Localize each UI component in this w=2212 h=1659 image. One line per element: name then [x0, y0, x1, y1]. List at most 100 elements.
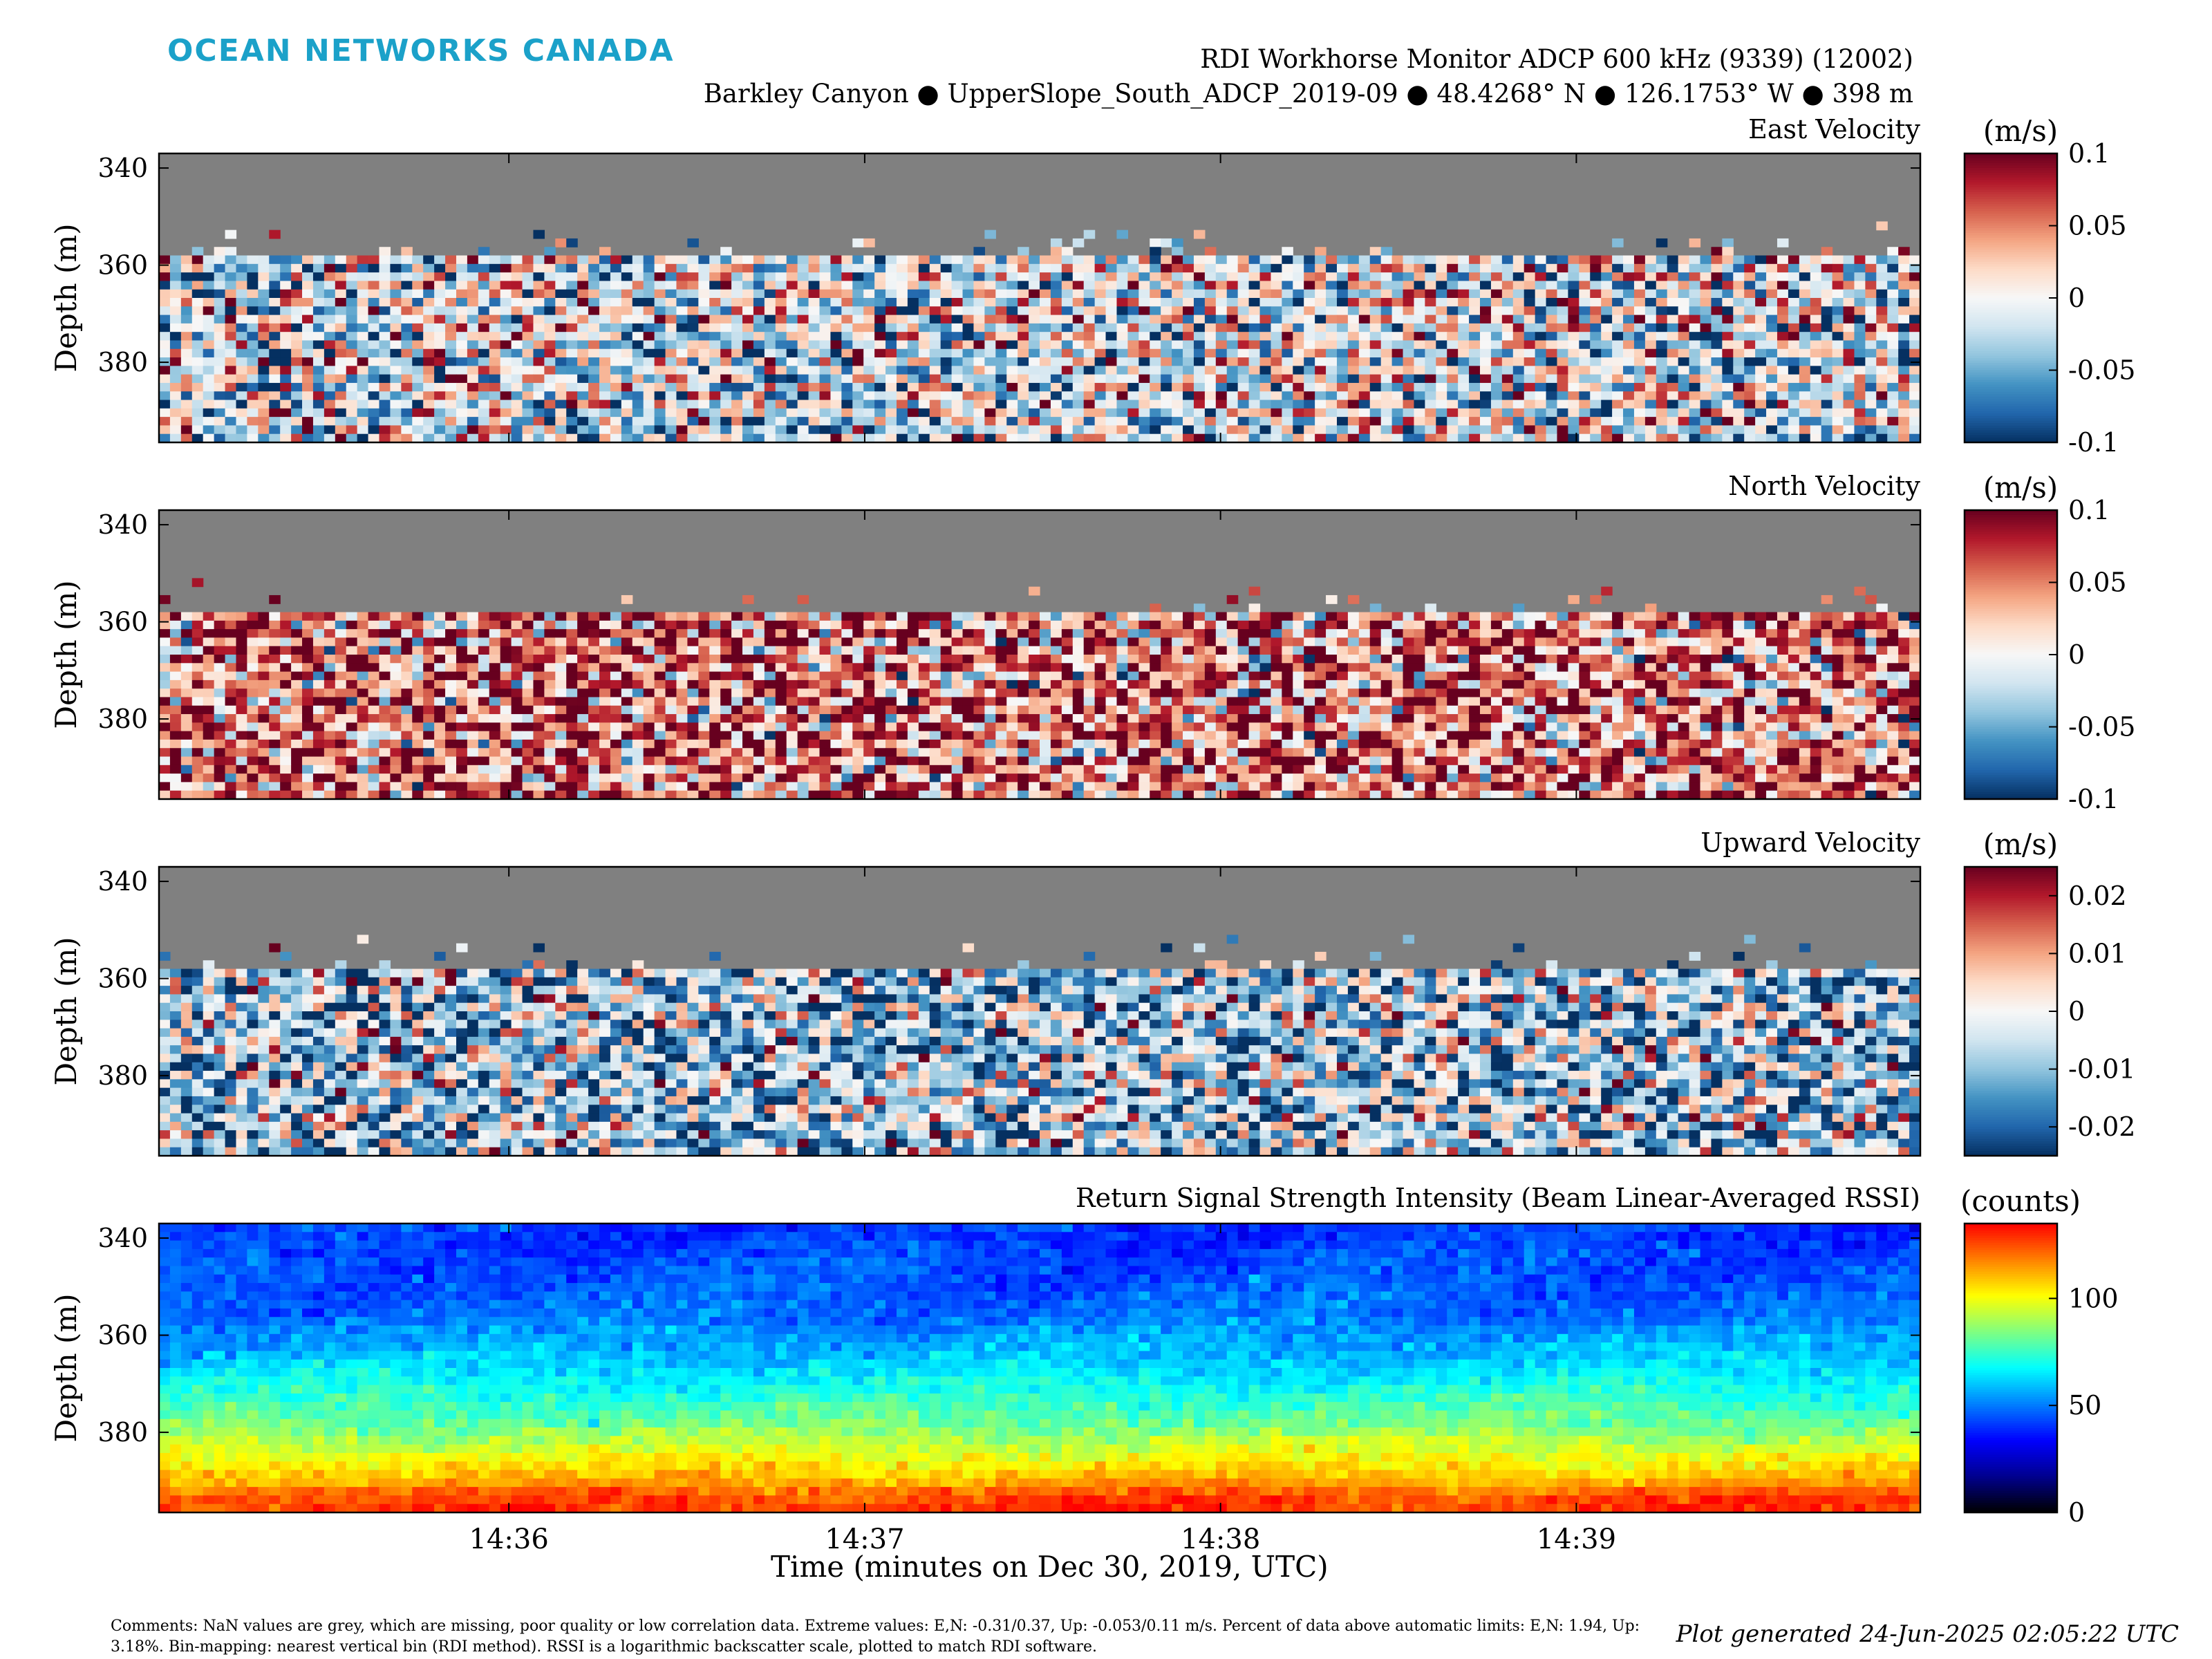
panel-2-heatmap-cells [159, 578, 1921, 800]
colorbar-segment [1965, 616, 2057, 619]
colorbar-segment [1965, 214, 2057, 217]
colorbar-segment [1965, 1447, 2057, 1451]
colorbar-segment [1965, 440, 2057, 443]
colorbar-segment [1965, 1226, 2057, 1229]
colorbar-segment [1965, 623, 2057, 626]
colorbar-segment [1965, 1081, 2057, 1085]
colorbar-segment [1965, 673, 2057, 677]
colorbar-segment [1965, 775, 2057, 778]
colorbar-segment [1965, 601, 2057, 605]
colorbar-segment [1965, 910, 2057, 913]
colorbar-frame [1963, 1222, 2059, 1514]
colorbar-segment [1965, 939, 2057, 942]
y-tick-label: 360 [97, 964, 148, 994]
colorbar-segment [1965, 1295, 2057, 1299]
colorbar-segment [1965, 1103, 2057, 1106]
colorbar-segment [1965, 167, 2057, 171]
colorbar-segment [1965, 153, 2057, 157]
colorbar-segment [1965, 310, 2057, 313]
colorbar-tick-label: 0 [2068, 996, 2085, 1027]
colorbar-segment [1965, 724, 2057, 728]
colorbar-segment [1965, 717, 2057, 720]
colorbar-segment [1965, 319, 2057, 323]
colorbar-segment [1965, 1459, 2057, 1463]
colorbar-segment [1965, 1119, 2057, 1123]
colorbar-segment [1965, 645, 2057, 648]
colorbar-segment [1965, 782, 2057, 785]
colorbar-tick-label: 50 [2068, 1390, 2101, 1421]
colorbar-segment [1965, 1033, 2057, 1036]
colorbar-segment [1965, 787, 2057, 790]
colorbar-segment [1965, 365, 2057, 368]
y-tick-label: 340 [97, 1223, 148, 1253]
colorbar-segment [1965, 1353, 2057, 1357]
colorbar-tick-label: 0.1 [2068, 138, 2110, 169]
colorbar-segment [1965, 900, 2057, 904]
colorbar-segment [1965, 1146, 2057, 1150]
colorbar-segment [1965, 1430, 2057, 1434]
colorbar-segment [1965, 885, 2057, 890]
y-tick-label: 340 [97, 153, 148, 183]
colorbar-segment [1965, 678, 2057, 682]
colorbar-segment [1965, 1250, 2057, 1253]
colorbar-segment [1965, 1078, 2057, 1082]
colorbar-segment [1965, 1498, 2057, 1501]
colorbar-unit: (counts) [1960, 1184, 2081, 1218]
panel-2-frame [158, 509, 1922, 800]
colorbar-segment [1965, 185, 2057, 188]
colorbar-segment [1965, 733, 2057, 738]
colorbar-segment [1965, 358, 2057, 362]
colorbar-segment [1965, 1076, 2057, 1080]
colorbar-segment [1965, 404, 2057, 407]
colorbar-segment [1965, 1297, 2057, 1302]
colorbar-segment [1965, 1049, 2057, 1053]
colorbar-segment [1965, 237, 2057, 241]
colorbar-segment [1965, 1044, 2057, 1049]
colorbar-segment [1965, 1476, 2057, 1480]
colorbar-segment [1965, 1315, 2057, 1318]
colorbar-segment [1965, 430, 2057, 433]
colorbar-segment [1965, 423, 2057, 427]
colorbar-segment [1965, 666, 2057, 670]
colorbar-segment [1965, 1132, 2057, 1135]
colorbar-segment [1965, 1230, 2057, 1234]
colorbar-segment [1965, 630, 2057, 634]
colorbar-segment [1965, 368, 2057, 371]
colorbar-segment [1965, 298, 2057, 301]
colorbar-segment [1965, 1450, 2057, 1453]
colorbar-segment [1965, 989, 2057, 993]
panel-title: Upward Velocity [1700, 827, 1920, 858]
colorbar-segment [1965, 1344, 2057, 1347]
colorbar-segment [1965, 225, 2057, 229]
colorbar-segment [1965, 691, 2057, 694]
colorbar-segment [1965, 1349, 2057, 1352]
colorbar-tick-label: 0 [2068, 283, 2085, 313]
colorbar-segment [1965, 1324, 2057, 1328]
colorbar-segment [1965, 1320, 2057, 1323]
colorbar-segment [1965, 1368, 2057, 1371]
colorbar-segment [1965, 628, 2057, 631]
colorbar-segment [1965, 372, 2057, 376]
colorbar-segment [1965, 165, 2057, 169]
colorbar-tick-label: 100 [2068, 1283, 2119, 1313]
y-tick-label: 360 [97, 607, 148, 637]
colorbar-segment [1965, 1064, 2057, 1067]
colorbar-segment [1965, 1363, 2057, 1367]
colorbar-segment [1965, 1493, 2057, 1497]
colorbar-segment [1965, 973, 2057, 976]
colorbar-tick-label: 0 [2068, 1497, 2085, 1528]
colorbar-segment [1965, 418, 2057, 422]
colorbar-segment [1965, 760, 2057, 764]
colorbar-segment [1965, 204, 2057, 207]
colorbar-segment [1965, 1281, 2057, 1284]
colorbar-segment [1965, 785, 2057, 788]
colorbar-segment [1965, 1428, 2057, 1432]
colorbar-segment [1965, 589, 2057, 593]
colorbar-segment [1965, 1067, 2057, 1070]
colorbar-segment [1965, 705, 2057, 709]
colorbar-segment [1965, 794, 2057, 798]
colorbar-tick-label: 0.05 [2068, 568, 2127, 598]
colorbar-segment [1965, 1224, 2057, 1227]
colorbar-segment [1965, 389, 2057, 393]
colorbar-segment [1965, 1020, 2057, 1024]
